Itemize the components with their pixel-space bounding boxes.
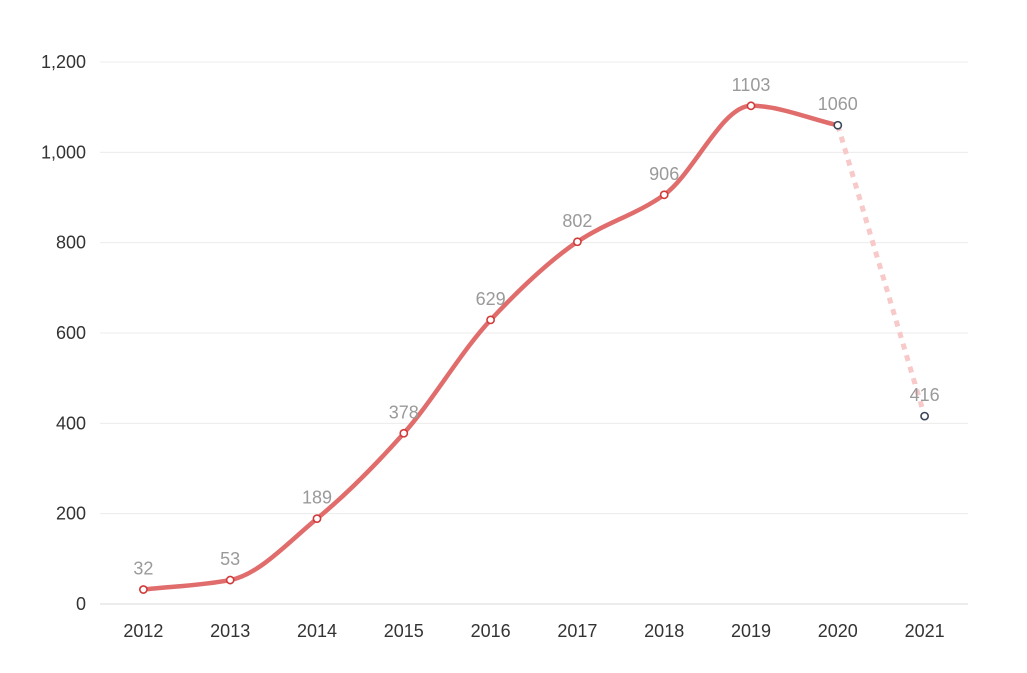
data-label: 1060 [818, 94, 858, 114]
data-label: 802 [562, 211, 592, 231]
data-label: 1103 [732, 75, 771, 95]
y-tick-label: 1,000 [41, 142, 86, 162]
grid [100, 61, 968, 515]
y-tick-label: 1,200 [41, 52, 86, 72]
data-point [833, 120, 843, 130]
x-tick-label: 2016 [471, 621, 511, 641]
y-tick-label: 0 [76, 594, 86, 614]
x-tick-label: 2017 [557, 621, 597, 641]
data-point [920, 411, 929, 421]
data-point [399, 428, 409, 438]
x-tick-label: 2020 [818, 621, 858, 641]
data-label: 32 [133, 559, 153, 579]
series-line-solid [141, 103, 841, 592]
x-tick-label: 2018 [644, 621, 684, 641]
x-tick-label: 2015 [384, 621, 424, 641]
x-tick-label: 2013 [210, 621, 250, 641]
y-tick-label: 800 [56, 233, 86, 253]
data-point [573, 237, 582, 247]
data-label: 189 [302, 488, 332, 508]
data-label: 629 [476, 289, 506, 309]
x-axis: 2012 2013 2014 2015 2016 2017 2018 2019 2020 2021 [100, 603, 968, 641]
y-axis: 0 200 400 600 800 1,000 1,200 [41, 52, 86, 614]
data-point [486, 315, 495, 325]
data-points [138, 101, 929, 594]
data-label: 906 [649, 164, 679, 184]
series-line-dashed [835, 124, 927, 417]
data-label: 416 [910, 385, 940, 405]
data-point [312, 514, 322, 524]
x-tick-label: 2021 [905, 621, 945, 641]
data-point [659, 190, 669, 200]
x-tick-label: 2014 [297, 621, 337, 641]
x-tick-label: 2012 [123, 621, 163, 641]
data-point [746, 101, 756, 111]
data-label: 378 [389, 402, 419, 422]
data-point [225, 575, 235, 585]
data-labels: 32 53 189 378 629 802 906 1103 1060 416 [133, 75, 939, 579]
data-label: 53 [220, 549, 240, 569]
y-tick-label: 600 [56, 323, 86, 343]
series [141, 103, 927, 592]
x-tick-label: 2019 [731, 621, 771, 641]
y-tick-label: 400 [56, 413, 86, 433]
y-tick-label: 200 [56, 504, 86, 524]
data-point [138, 585, 148, 594]
